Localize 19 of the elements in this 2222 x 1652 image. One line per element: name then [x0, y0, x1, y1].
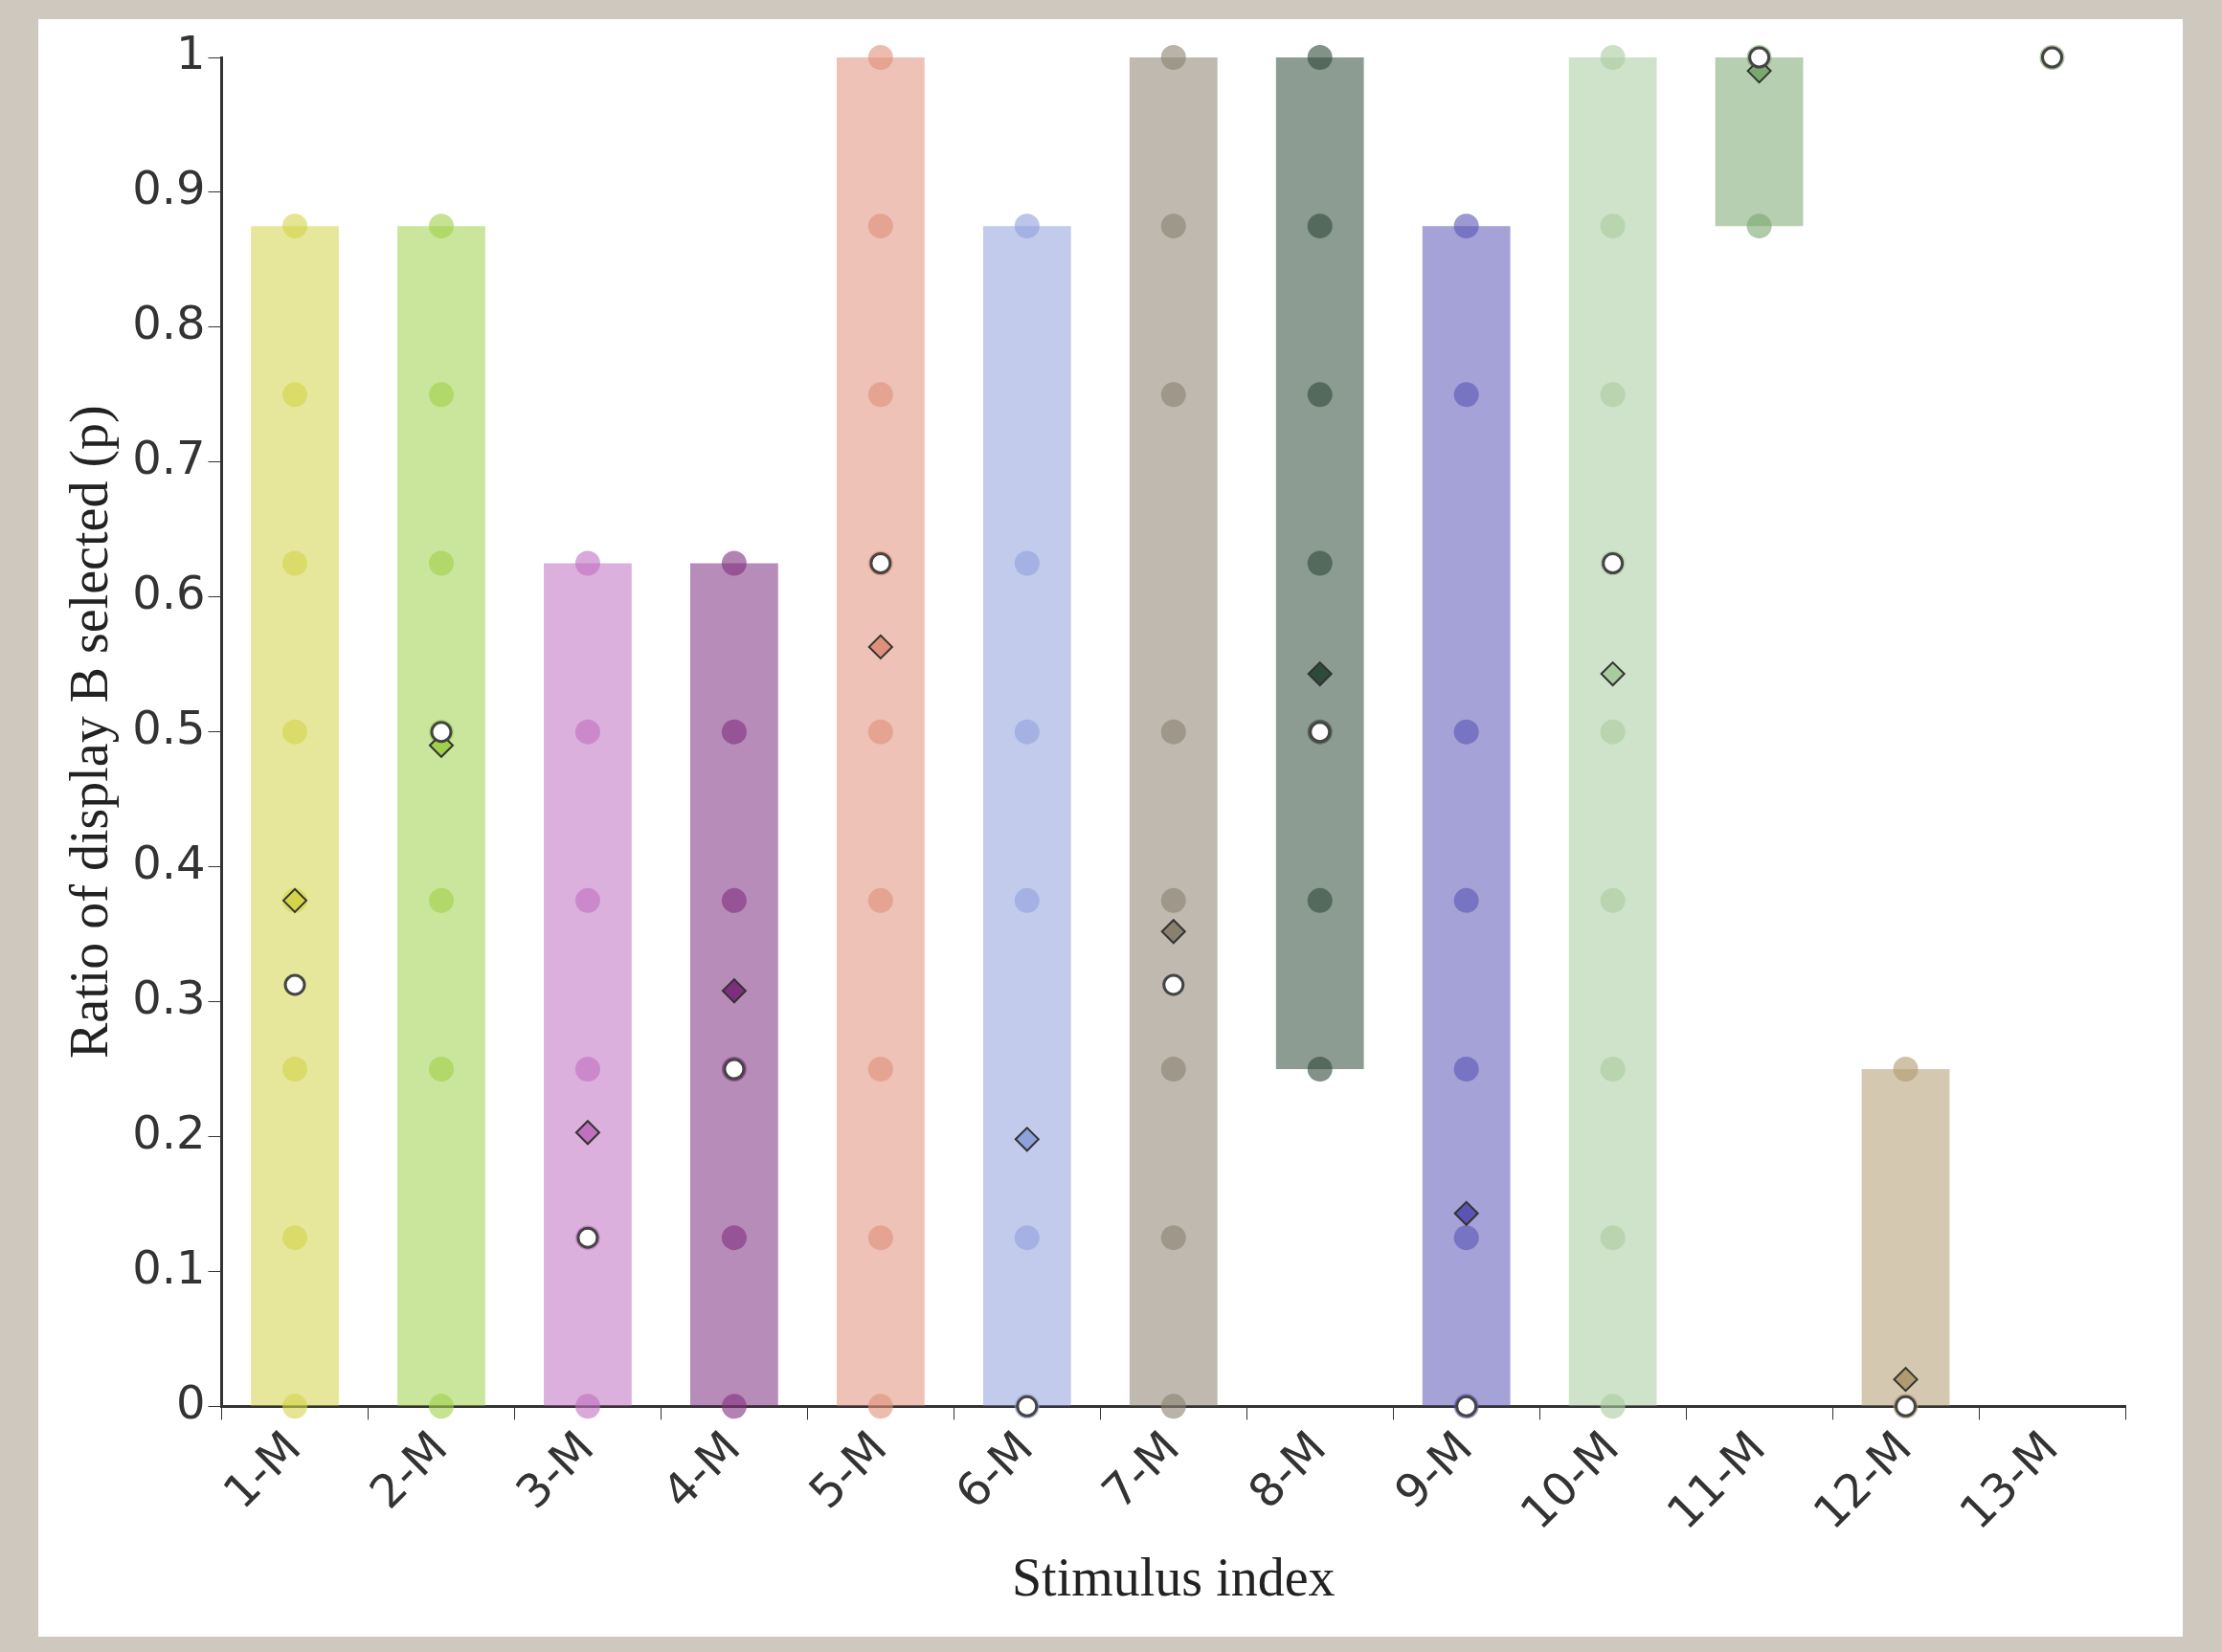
y-tick-label: 0.6 [132, 566, 206, 620]
y-tick-label: 1 [175, 26, 206, 80]
y-tick-label: 0.9 [132, 161, 206, 215]
y-tick-label: 0.1 [132, 1239, 206, 1294]
x-tick-label: 6-M [944, 1419, 1044, 1519]
x-tick-label: 8-M [1237, 1419, 1336, 1519]
y-axis-title: Ratio of display B selected (p) [59, 405, 121, 1060]
y-tick-label: 0.3 [132, 971, 206, 1025]
x-tick-label: 7-M [1090, 1419, 1190, 1519]
x-tick-label: 4-M [651, 1419, 751, 1519]
x-axis-title: Stimulus index [1011, 1548, 1335, 1608]
y-tick-label: 0.2 [132, 1105, 206, 1159]
x-tick-label: 9-M [1383, 1419, 1483, 1519]
y-tick-label: 0.8 [132, 296, 206, 350]
x-tick-label: 1-M [212, 1419, 311, 1519]
y-tick-label: 0.5 [132, 701, 206, 755]
y-tick-label: 0.4 [132, 836, 206, 890]
y-tick-label: 0 [175, 1374, 206, 1429]
y-tick-label: 0.7 [132, 431, 206, 485]
